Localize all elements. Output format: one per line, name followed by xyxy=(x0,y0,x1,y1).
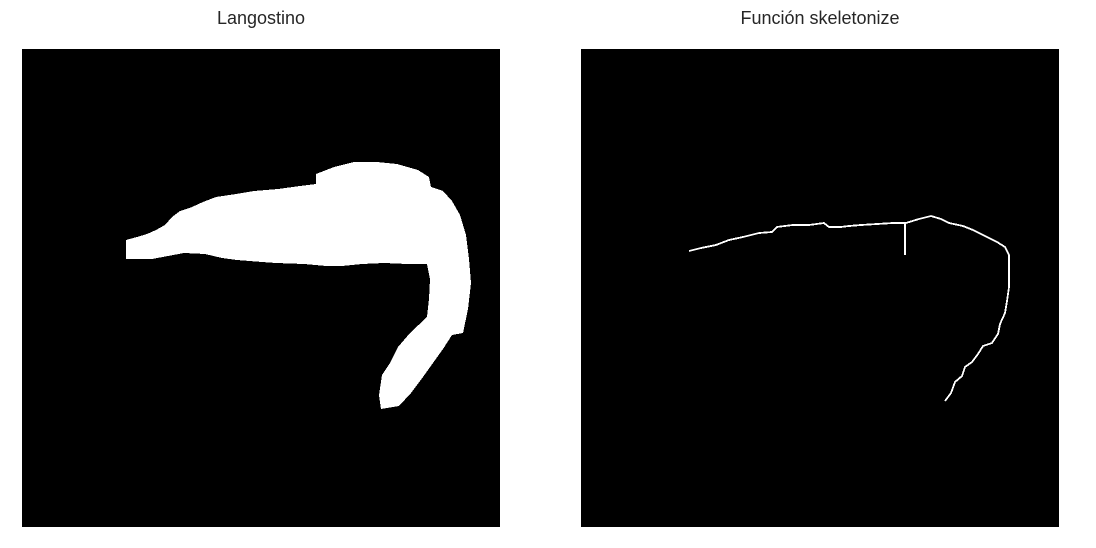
skeleton-main-line xyxy=(688,215,1010,402)
shrimp-skeleton-svg xyxy=(581,49,1059,527)
panel-title-langostino: Langostino xyxy=(216,8,306,28)
shrimp-skeleton-image xyxy=(581,49,1059,527)
shrimp-mask-svg xyxy=(22,49,500,527)
panel-title-skeletonize: Función skeletonize xyxy=(740,8,900,28)
skeleton-background xyxy=(581,49,1059,527)
shrimp-mask-image xyxy=(22,49,500,527)
shrimp-silhouette xyxy=(126,162,471,409)
mask-background xyxy=(22,49,500,527)
